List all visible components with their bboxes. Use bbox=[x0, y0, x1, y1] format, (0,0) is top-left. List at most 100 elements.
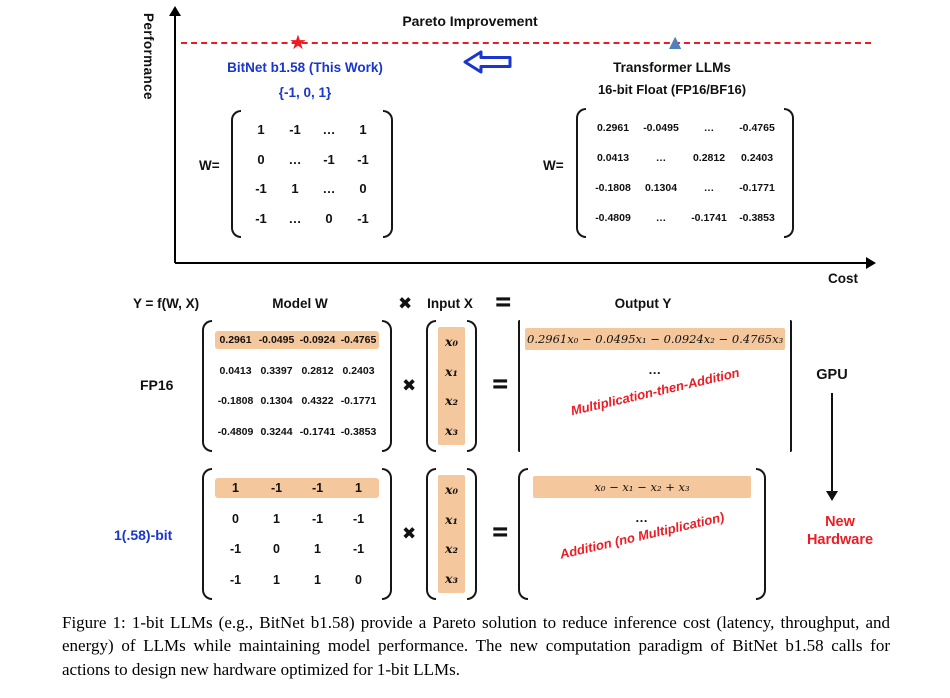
matrix-paren-left bbox=[231, 110, 241, 238]
matrix-cell: 1 bbox=[359, 122, 367, 138]
output-paren-left bbox=[518, 468, 528, 600]
transformer-subtitle: 16-bit Float (FP16/BF16) bbox=[597, 82, 747, 97]
matrix-cell: 0.2403 bbox=[740, 152, 774, 164]
vector-cell: x₂ bbox=[445, 541, 458, 557]
matrix-cell: 1 bbox=[257, 122, 265, 138]
times-icon: ✖ bbox=[402, 376, 417, 396]
gpu-label: GPU bbox=[816, 367, 848, 383]
matrix-cell: -1 bbox=[357, 151, 369, 167]
matrix-cell: 0.3397 bbox=[260, 364, 293, 377]
matrix-row: -0.1808 0.1304 … -0.1771 bbox=[589, 179, 781, 197]
matrix-cell: 0.1304 bbox=[260, 395, 293, 408]
matrix-row: -0.4809 … -0.1741 -0.3853 bbox=[589, 209, 781, 227]
matrix-cell: 0.0413 bbox=[596, 152, 630, 164]
matrix-cell: -0.1771 bbox=[340, 395, 377, 408]
vector-cell: x₀ bbox=[445, 334, 458, 350]
bitnet-label: BitNet b1.58 (This Work) bbox=[227, 60, 383, 75]
matrix-cell: 0 bbox=[232, 511, 239, 526]
matrix-cell: 1 bbox=[355, 481, 362, 496]
fp16-label: FP16 bbox=[140, 377, 174, 393]
equals-icon: = bbox=[491, 369, 510, 400]
matrix-cell: 1 bbox=[314, 572, 321, 587]
matrix-cell: 0 bbox=[325, 210, 333, 226]
matrix-cell: 1 bbox=[232, 481, 239, 496]
transformer-triangle-marker-icon: ▲ bbox=[669, 32, 682, 51]
matrix-cell: 0.2812 bbox=[692, 152, 726, 164]
hardware-transition-arrow-head-icon bbox=[826, 491, 838, 501]
fp16-weight-matrix: 0.2961 -0.0495 -0.0924 -0.4765 0.0413 0.… bbox=[202, 320, 392, 452]
bitnet-158-label: 1(.58)-bit bbox=[114, 527, 173, 543]
matrix-cell: -0.1741 bbox=[299, 425, 336, 438]
matrix-paren-right bbox=[382, 320, 392, 452]
pareto-title: Pareto Improvement bbox=[402, 13, 538, 29]
matrix-row: 0.0413 … 0.2812 0.2403 bbox=[589, 149, 781, 167]
matrix-cell: -1 bbox=[311, 481, 324, 496]
equals-icon: = bbox=[491, 517, 510, 548]
cost-axis-arrow-icon bbox=[866, 257, 876, 269]
matrix-cell: -0.1808 bbox=[595, 182, 631, 194]
matrix-cell: -1 bbox=[323, 151, 335, 167]
matrix-cell: -1 bbox=[229, 572, 242, 587]
matrix-cell: -0.3853 bbox=[739, 212, 775, 224]
matrix-cell: -1 bbox=[352, 542, 365, 557]
vector-cell: x₃ bbox=[445, 422, 458, 438]
w-equals-label-transformer: W= bbox=[543, 158, 564, 173]
fp16-output: 0.2961x₀ − 0.0495x₁ − 0.0924x₂ − 0.4765x… bbox=[518, 320, 793, 452]
output-paren-right bbox=[790, 320, 793, 452]
input-x-header: Input X bbox=[427, 296, 473, 311]
matrix-row: -1 0 1 -1 bbox=[215, 539, 379, 559]
matrix-cell: … bbox=[703, 182, 715, 194]
matrix-row: 0.2961 -0.0495 … -0.4765 bbox=[589, 119, 781, 137]
performance-axis-label: Performance bbox=[141, 13, 156, 100]
bitnet-star-marker-icon: ★ bbox=[289, 30, 307, 54]
matrix-row: 0 1 -1 -1 bbox=[215, 509, 379, 529]
transformer-weight-matrix: 0.2961 -0.0495 … -0.4765 0.0413 … 0.2812… bbox=[576, 108, 794, 238]
matrix-cell: 1 bbox=[273, 572, 280, 587]
matrix-row-highlighted: 0.2961 -0.0495 -0.0924 -0.4765 bbox=[215, 331, 379, 350]
model-w-header: Model W bbox=[272, 296, 328, 311]
bitnet-weight-matrix: 1 -1 … 1 0 … -1 -1 -1 1 … 0 -1 … 0 -1 bbox=[231, 110, 393, 238]
matrix-row-highlighted: 1 -1 -1 1 bbox=[215, 478, 379, 499]
vector-cell: x₃ bbox=[445, 570, 458, 586]
matrix-paren-left bbox=[202, 468, 212, 600]
w-equals-label-bitnet: W= bbox=[199, 158, 220, 173]
matrix-cell: … bbox=[288, 151, 302, 167]
performance-axis-arrow-icon bbox=[169, 6, 181, 16]
matrix-cell: … bbox=[322, 181, 336, 197]
vector-paren-left bbox=[426, 468, 436, 600]
input-vector-fp16: x₀ x₁ x₂ x₃ bbox=[426, 320, 477, 452]
matrix-row: -1 1 … 0 bbox=[244, 178, 380, 199]
matrix-row: -0.1808 0.1304 0.4322 -0.1771 bbox=[215, 392, 379, 410]
matrix-row: 0 … -1 -1 bbox=[244, 149, 380, 170]
matrix-row: 1 -1 … 1 bbox=[244, 119, 380, 140]
matrix-paren-left bbox=[576, 108, 586, 238]
matrix-cell: -1 bbox=[311, 511, 324, 526]
matrix-row: -1 1 1 0 bbox=[215, 570, 379, 590]
matrix-cell: 0.2403 bbox=[342, 364, 375, 377]
vector-cell: x₂ bbox=[445, 393, 458, 409]
vector-highlight: x₀ x₁ x₂ x₃ bbox=[438, 475, 465, 593]
matrix-cell: 1 bbox=[273, 511, 280, 526]
output-paren-right bbox=[756, 468, 766, 600]
matrix-cell: -0.0495 bbox=[643, 122, 679, 134]
performance-axis bbox=[174, 15, 176, 263]
matrix-cell: … bbox=[655, 212, 667, 224]
matrix-cell: 0 bbox=[359, 181, 367, 197]
vector-paren-left bbox=[426, 320, 436, 452]
times-icon: ✖ bbox=[398, 294, 413, 314]
matrix-row: 0.0413 0.3397 0.2812 0.2403 bbox=[215, 362, 379, 380]
matrix-cell: 0.2961 bbox=[596, 122, 630, 134]
matrix-cell: -0.0924 bbox=[299, 334, 336, 347]
figure-caption: Figure 1: 1-bit LLMs (e.g., BitNet b1.58… bbox=[62, 613, 890, 679]
output-paren-left bbox=[518, 320, 520, 452]
matrix-cell: -0.3853 bbox=[340, 425, 377, 438]
matrix-cell: 0 bbox=[355, 572, 362, 587]
input-vector-bitnet: x₀ x₁ x₂ x₃ bbox=[426, 468, 477, 600]
matrix-cell: 1 bbox=[314, 542, 321, 557]
vector-paren-right bbox=[467, 320, 477, 452]
matrix-cell: … bbox=[288, 210, 302, 226]
matrix-cell: … bbox=[322, 122, 336, 138]
output-expression-highlight: x₀ − x₁ − x₂ + x₃ bbox=[533, 476, 751, 498]
matrix-paren-left bbox=[202, 320, 212, 452]
formula-label: Y = f(W, X) bbox=[133, 296, 200, 311]
